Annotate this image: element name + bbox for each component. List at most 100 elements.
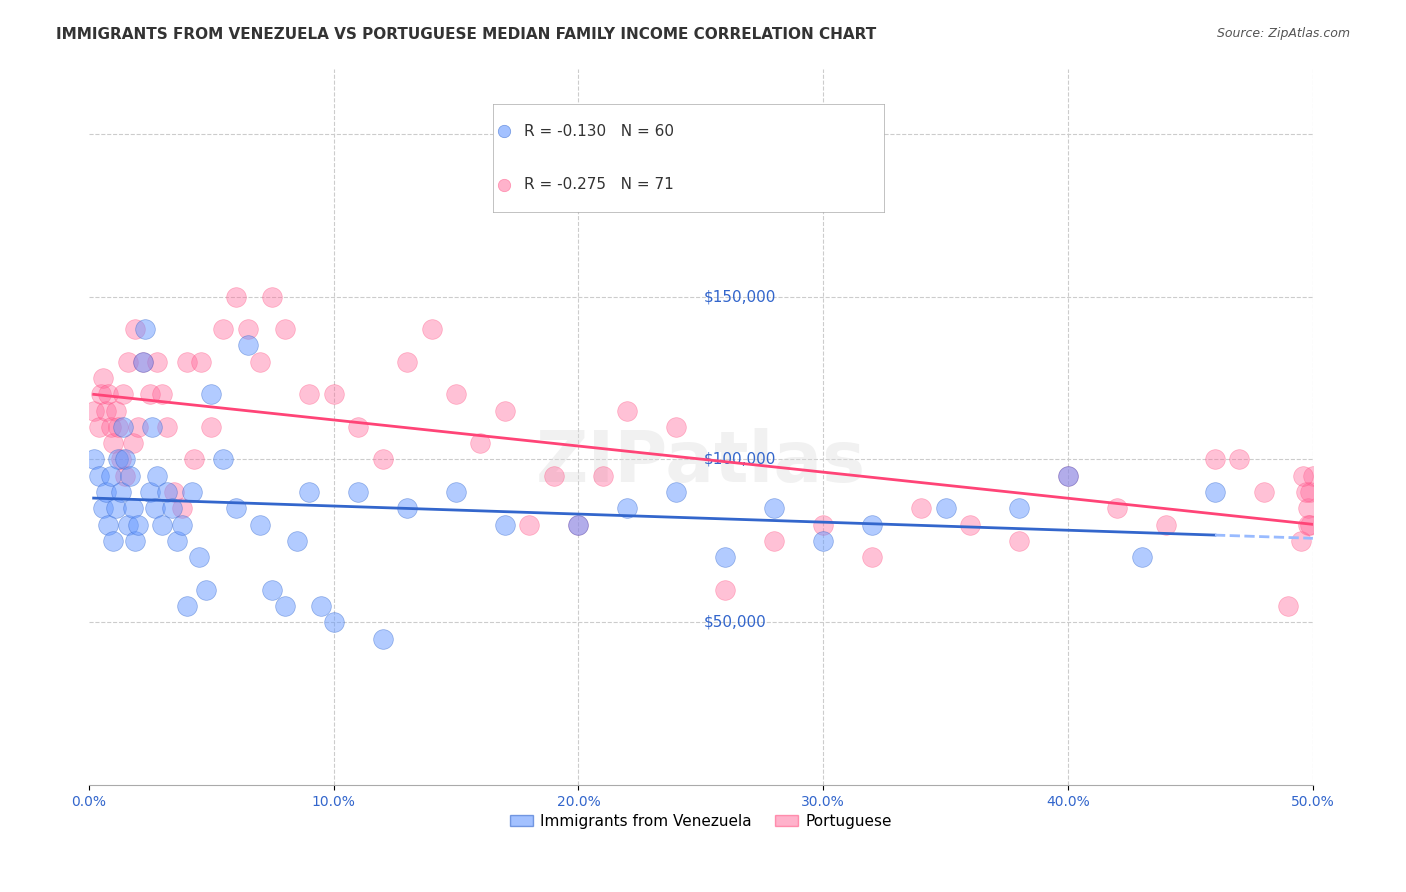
Point bbox=[1204, 452, 1226, 467]
Point bbox=[146, 354, 169, 368]
Point bbox=[1154, 517, 1177, 532]
Point bbox=[298, 387, 321, 401]
Point bbox=[176, 354, 198, 368]
Point bbox=[134, 322, 156, 336]
Point bbox=[616, 501, 638, 516]
Point bbox=[347, 485, 370, 500]
Point bbox=[1105, 501, 1128, 516]
Point bbox=[121, 501, 143, 516]
Point bbox=[592, 468, 614, 483]
Point bbox=[311, 599, 333, 613]
Point bbox=[763, 533, 786, 548]
Point bbox=[714, 582, 737, 597]
Point bbox=[1292, 468, 1315, 483]
Point bbox=[190, 354, 212, 368]
Point bbox=[935, 501, 957, 516]
Point bbox=[1299, 517, 1322, 532]
Point bbox=[371, 452, 394, 467]
Point bbox=[860, 550, 883, 565]
Point bbox=[322, 387, 344, 401]
Point bbox=[107, 419, 129, 434]
Point bbox=[494, 517, 516, 532]
Point bbox=[183, 452, 205, 467]
Point bbox=[1057, 468, 1080, 483]
Point bbox=[117, 517, 139, 532]
Point bbox=[298, 485, 321, 500]
Point bbox=[170, 517, 193, 532]
Point bbox=[1289, 533, 1312, 548]
Point bbox=[100, 419, 122, 434]
Point bbox=[146, 468, 169, 483]
Point bbox=[141, 419, 163, 434]
Point bbox=[131, 354, 153, 368]
Point bbox=[1229, 452, 1251, 467]
Point bbox=[114, 468, 136, 483]
Point bbox=[104, 501, 127, 516]
Point bbox=[616, 403, 638, 417]
Point bbox=[371, 632, 394, 646]
Point bbox=[103, 533, 125, 548]
Point bbox=[94, 403, 117, 417]
Point bbox=[166, 533, 188, 548]
Point bbox=[124, 533, 146, 548]
Point bbox=[347, 419, 370, 434]
Point bbox=[1296, 517, 1319, 532]
Point bbox=[127, 419, 149, 434]
Point bbox=[813, 533, 835, 548]
Point bbox=[395, 354, 418, 368]
Text: $50,000: $50,000 bbox=[703, 615, 766, 630]
Point bbox=[1253, 485, 1275, 500]
Point bbox=[110, 452, 132, 467]
Point bbox=[120, 468, 142, 483]
Point bbox=[665, 419, 688, 434]
Point bbox=[567, 517, 589, 532]
Point bbox=[150, 517, 173, 532]
Point bbox=[1296, 501, 1319, 516]
Text: IMMIGRANTS FROM VENEZUELA VS PORTUGUESE MEDIAN FAMILY INCOME CORRELATION CHART: IMMIGRANTS FROM VENEZUELA VS PORTUGUESE … bbox=[56, 27, 876, 42]
Point bbox=[959, 517, 981, 532]
Point bbox=[93, 371, 115, 385]
Point bbox=[225, 501, 247, 516]
Point bbox=[1057, 468, 1080, 483]
Point bbox=[94, 485, 117, 500]
Point bbox=[111, 387, 134, 401]
Point bbox=[813, 517, 835, 532]
Point bbox=[322, 615, 344, 630]
Point bbox=[150, 387, 173, 401]
Point bbox=[97, 517, 120, 532]
Text: Source: ZipAtlas.com: Source: ZipAtlas.com bbox=[1216, 27, 1350, 40]
Point bbox=[83, 452, 105, 467]
Point bbox=[714, 550, 737, 565]
Point bbox=[519, 517, 541, 532]
Point bbox=[111, 419, 134, 434]
Point bbox=[114, 452, 136, 467]
Point bbox=[763, 501, 786, 516]
Point bbox=[110, 485, 132, 500]
Point bbox=[236, 322, 259, 336]
Point bbox=[273, 322, 295, 336]
Point bbox=[236, 338, 259, 352]
Point bbox=[395, 501, 418, 516]
Point bbox=[107, 452, 129, 467]
Point bbox=[160, 501, 183, 516]
Point bbox=[200, 419, 222, 434]
Point bbox=[200, 387, 222, 401]
Point bbox=[100, 468, 122, 483]
Point bbox=[249, 517, 271, 532]
Point bbox=[225, 289, 247, 303]
Point bbox=[262, 582, 284, 597]
Point bbox=[1302, 468, 1324, 483]
Point bbox=[444, 387, 467, 401]
Point bbox=[212, 322, 235, 336]
Point bbox=[93, 501, 115, 516]
Point bbox=[143, 501, 166, 516]
Point bbox=[104, 403, 127, 417]
Point bbox=[176, 599, 198, 613]
Point bbox=[87, 468, 110, 483]
Point bbox=[1008, 533, 1031, 548]
Point bbox=[665, 485, 688, 500]
Text: ZIPatlas: ZIPatlas bbox=[536, 428, 866, 497]
Point bbox=[910, 501, 932, 516]
Point bbox=[127, 517, 149, 532]
Point bbox=[180, 485, 202, 500]
